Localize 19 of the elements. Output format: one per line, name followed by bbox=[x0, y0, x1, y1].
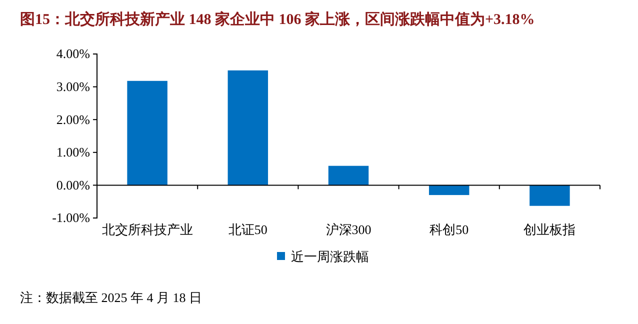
bar bbox=[127, 80, 168, 186]
x-tick-label: 沪深300 bbox=[326, 222, 372, 237]
y-tick-label: -1.00% bbox=[52, 210, 90, 226]
bar bbox=[228, 70, 268, 186]
x-tick-label: 北交所科技产业 bbox=[102, 222, 193, 237]
text: 注：数据截至 2025 年 4 月 18 日 bbox=[20, 290, 202, 305]
x-tick-label: 创业板指 bbox=[524, 222, 576, 237]
legend-label: 近一周涨跌幅 bbox=[291, 249, 369, 264]
bar bbox=[328, 166, 369, 186]
bar bbox=[428, 185, 470, 196]
chart-title: 图15：北交所科技新产业 148 家企业中 106 家上涨，区间涨跌幅中值为+3.18% bbox=[20, 10, 535, 28]
x-tick-label: 北证50 bbox=[228, 222, 268, 237]
x-tick-label: 科创50 bbox=[430, 222, 469, 237]
bar bbox=[530, 185, 570, 206]
y-tick-label: 3.00% bbox=[56, 78, 90, 94]
y-tick-label: 1.00% bbox=[56, 144, 90, 160]
y-tick-label: 0.00% bbox=[56, 177, 90, 192]
y-tick-label: 4.00% bbox=[56, 46, 90, 62]
y-tick-label: 2.00% bbox=[56, 112, 90, 127]
